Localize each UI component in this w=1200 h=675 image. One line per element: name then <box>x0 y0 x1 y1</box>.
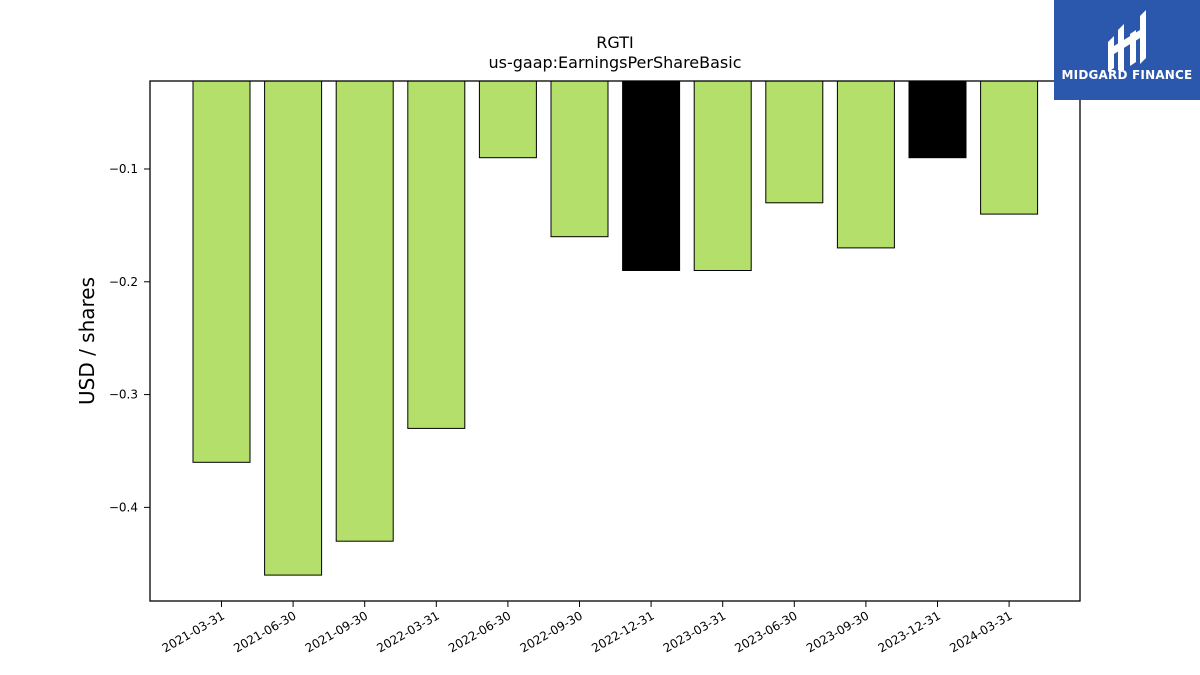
x-tick-label: 2022-06-30 <box>446 608 513 655</box>
x-tick-label: 2022-12-31 <box>589 608 656 655</box>
bar-2022-12-31 <box>622 80 681 271</box>
bar-2021-03-31 <box>192 80 251 463</box>
bar-2024-03-31 <box>980 80 1039 215</box>
y-tick-label: −0.1 <box>109 162 138 176</box>
bar-2022-09-30 <box>550 80 609 238</box>
x-tick-label: 2021-06-30 <box>231 608 298 655</box>
chart-subtitle: us-gaap:EarningsPerShareBasic <box>488 53 741 72</box>
bar-2023-09-30 <box>836 80 895 249</box>
x-tick-label: 2021-03-31 <box>160 608 227 655</box>
bar-2023-06-30 <box>765 80 824 204</box>
midgard-finance-logo: MIDGARD FINANCE <box>1054 0 1200 100</box>
x-tick-label: 2023-12-31 <box>876 608 943 655</box>
chart-title: RGTI <box>596 33 633 52</box>
bar-2023-03-31 <box>693 80 752 271</box>
bars-group <box>192 80 1039 576</box>
bar-2022-06-30 <box>478 80 537 159</box>
plot-area-frame <box>149 80 1081 602</box>
x-tick-label: 2021-09-30 <box>303 608 370 655</box>
bar-2021-06-30 <box>264 80 323 576</box>
bar-2021-09-30 <box>335 80 394 542</box>
x-tick-label: 2023-03-31 <box>661 608 728 655</box>
bar-2023-12-31 <box>908 80 967 159</box>
x-tick-label: 2024-03-31 <box>947 608 1014 655</box>
y-axis-label: USD / shares <box>75 277 99 405</box>
bar-2022-03-31 <box>407 80 466 429</box>
x-tick-label: 2022-09-30 <box>518 608 585 655</box>
y-axis-ticks: −0.4 −0.3 −0.2 −0.1 <box>109 162 150 514</box>
logo-text: MIDGARD FINANCE <box>1061 68 1193 82</box>
y-tick-label: −0.4 <box>109 500 138 514</box>
x-tick-label: 2022-03-31 <box>374 608 441 655</box>
y-tick-label: −0.2 <box>109 275 138 289</box>
x-tick-label: 2023-09-30 <box>804 608 871 655</box>
x-tick-label: 2023-06-30 <box>732 608 799 655</box>
x-axis-ticks: 2021-03-31 2021-06-30 2021-09-30 2022-03-31… <box>160 601 1015 655</box>
y-tick-label: −0.3 <box>109 388 138 402</box>
midgard-logo-icon <box>1108 10 1146 72</box>
